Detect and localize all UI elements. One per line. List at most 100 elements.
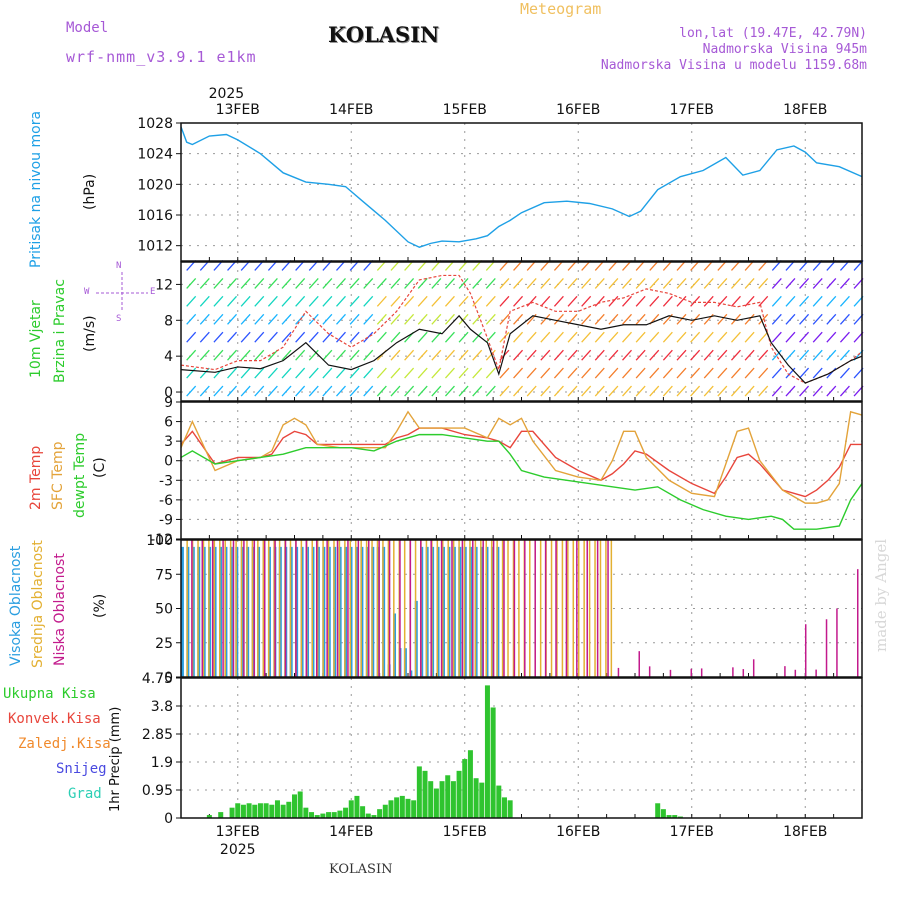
wind-barb xyxy=(812,277,823,289)
wind-barb xyxy=(649,295,660,307)
precip-bar xyxy=(337,810,343,818)
wind-barb xyxy=(649,367,660,379)
precip-bar xyxy=(314,815,320,818)
y-tick-label: 3.8 xyxy=(151,699,173,715)
wind-barb xyxy=(771,277,782,289)
wind-barb xyxy=(812,367,823,379)
precip-bar xyxy=(399,795,405,818)
precip-bar xyxy=(445,775,451,818)
wind-barb xyxy=(608,277,619,289)
footer-station: KOLASIN xyxy=(329,862,393,877)
wind-barb xyxy=(567,385,578,397)
wind-barb xyxy=(526,349,537,361)
year-label-bottom: 2025 xyxy=(220,842,256,858)
wind-rose-n: N xyxy=(116,261,122,271)
wind-barb xyxy=(390,385,401,397)
wind-barb xyxy=(199,277,210,289)
wind-barb xyxy=(526,277,537,289)
wind-barb xyxy=(322,295,333,307)
wind-barb xyxy=(703,367,714,379)
wind-barb xyxy=(295,349,306,361)
wind-barb xyxy=(744,349,755,361)
wind-barb xyxy=(376,295,387,307)
precip-bar xyxy=(411,800,417,818)
precip-bar xyxy=(456,770,462,818)
wind-barb xyxy=(349,277,360,289)
precip-bar xyxy=(377,809,383,818)
wind-barb xyxy=(703,385,714,397)
precip-bar xyxy=(292,794,297,818)
precip-bar xyxy=(263,803,269,818)
wind-label-2: Brzina i Pravac xyxy=(52,279,68,383)
precip-bar xyxy=(394,797,400,818)
temp-2m-line xyxy=(180,427,862,498)
wind-barb xyxy=(744,385,755,397)
wind-barb xyxy=(513,295,524,307)
x-tick-top-label: 17FEB xyxy=(670,102,714,118)
wind-barb xyxy=(213,295,224,307)
wind-barb xyxy=(227,367,238,379)
wind-barb xyxy=(404,313,415,325)
precip-bar xyxy=(507,800,513,818)
wind-barb xyxy=(417,313,428,325)
y-tick-label: 1.9 xyxy=(151,755,173,771)
wind-rose-w: W xyxy=(84,287,90,297)
wind-barb xyxy=(581,349,592,361)
wind-barb xyxy=(703,295,714,307)
wind-barb xyxy=(771,385,782,397)
wind-barb xyxy=(444,277,455,289)
wind-rose-e: E xyxy=(150,287,156,297)
wind-barb xyxy=(240,331,251,343)
y-tick-label: 1024 xyxy=(137,147,173,163)
wind-barb xyxy=(472,331,483,343)
wind-barb xyxy=(213,349,224,361)
wind-barb xyxy=(717,295,728,307)
precip-bar xyxy=(479,782,485,818)
precip-bar xyxy=(309,812,315,818)
precip-bar xyxy=(660,809,666,818)
wind-barb xyxy=(730,295,741,307)
precip-bar xyxy=(252,804,258,818)
y-tick-label: 1016 xyxy=(137,208,173,224)
wind-barb xyxy=(771,367,782,379)
wind-barb xyxy=(472,367,483,379)
wind-barb xyxy=(812,331,823,343)
wind-barb xyxy=(295,277,306,289)
wind-speed-line xyxy=(180,314,863,384)
wind-barb xyxy=(431,331,442,343)
wind-barb xyxy=(458,331,469,343)
wind-barb xyxy=(404,385,415,397)
wind-barb xyxy=(186,367,197,379)
wind-barb xyxy=(567,349,578,361)
wind-barb xyxy=(594,385,605,397)
wind-barb xyxy=(295,367,306,379)
wind-barb xyxy=(839,331,850,343)
precip-bar xyxy=(473,778,479,818)
wind-barb xyxy=(404,277,415,289)
model-label: Model xyxy=(66,20,109,36)
wind-barb xyxy=(458,349,469,361)
wind-barb xyxy=(567,295,578,307)
wind-barb xyxy=(213,367,224,379)
precip-bar xyxy=(269,804,275,818)
wind-panel-frame xyxy=(180,261,863,402)
wind-barb xyxy=(839,295,850,307)
cloud-unit: (%) xyxy=(92,593,108,618)
pressure-label: Pritisak na nivou mora xyxy=(28,110,44,268)
wind-barb xyxy=(363,295,374,307)
wind-barb xyxy=(581,295,592,307)
wind-barb xyxy=(336,331,346,343)
wind-barb xyxy=(839,313,850,325)
wind-barb xyxy=(336,313,346,325)
wind-barb xyxy=(622,385,632,397)
wind-barb xyxy=(499,277,510,289)
wind-barb xyxy=(771,331,782,343)
precip-snow-label: Snijeg xyxy=(56,761,107,777)
wind-barb xyxy=(349,367,360,379)
wind-barb xyxy=(553,295,564,307)
wind-barb xyxy=(199,349,210,361)
wind-barb xyxy=(431,349,442,361)
wind-barb xyxy=(254,385,265,397)
wind-barb xyxy=(186,313,197,325)
wind-barb xyxy=(240,295,251,307)
